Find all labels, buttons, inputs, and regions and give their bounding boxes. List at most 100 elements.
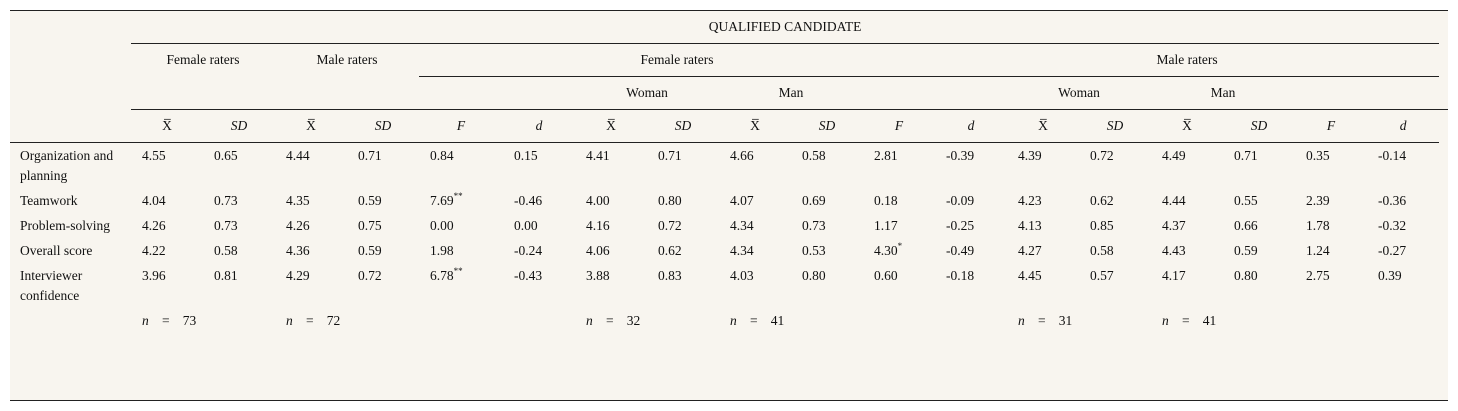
value-cell: 0.84	[430, 148, 454, 163]
value-cell: 0.39	[1378, 268, 1402, 283]
sample-size-male-woman: n = 31	[1018, 313, 1073, 328]
value-cell: 0.80	[802, 268, 826, 283]
value-cell: -0.14	[1378, 148, 1407, 163]
header-woman-male: Woman	[1007, 76, 1151, 110]
value-cell: -0.25	[946, 218, 975, 233]
value-cell: 4.13	[1018, 218, 1042, 233]
value-cell: 0.58	[214, 243, 238, 258]
value-cell: 0.72	[1090, 148, 1114, 163]
row-label: Overall score	[20, 243, 93, 258]
value-cell: 4.27	[1018, 243, 1042, 258]
value-cell: 0.71	[1234, 148, 1258, 163]
value-cell: -0.39	[946, 148, 975, 163]
value-cell: 4.29	[286, 268, 310, 283]
col-mean: X̅	[719, 109, 791, 143]
header-woman-female: Woman	[575, 76, 719, 110]
value-cell: 0.18	[874, 193, 898, 208]
corner-cell	[10, 11, 131, 44]
col-d: d	[935, 109, 1007, 143]
table-row: Overall score 4.22 0.58 4.36 0.59 1.98 -0.24 4.…	[10, 238, 1448, 263]
value-cell: 0.66	[1234, 218, 1258, 233]
value-cell: 0.57	[1090, 268, 1114, 283]
row-label: Teamwork	[20, 193, 78, 208]
results-table: QUALIFIED CANDIDATE Female raters Male r…	[10, 11, 1448, 333]
value-cell: 4.22	[142, 243, 166, 258]
value-cell: 0.80	[1234, 268, 1258, 283]
col-mean: X̅	[1151, 109, 1223, 143]
value-cell: 0.59	[358, 243, 382, 258]
value-cell: 4.36	[286, 243, 310, 258]
value-cell: -0.49	[946, 243, 975, 258]
col-sd: SD	[203, 109, 275, 143]
col-sd: SD	[1079, 109, 1151, 143]
header-male-raters-right: Male raters	[935, 43, 1440, 77]
value-cell: 3.88	[586, 268, 610, 283]
header-male-raters-left: Male raters	[316, 52, 378, 68]
header-female-raters-left: Female raters	[166, 52, 240, 68]
row-label: Interviewer confidence	[20, 268, 83, 303]
value-cell: 4.41	[586, 148, 610, 163]
value-cell: -0.24	[514, 243, 543, 258]
value-cell: 0.72	[658, 218, 682, 233]
qualified-candidate-table-container: QUALIFIED CANDIDATE Female raters Male r…	[10, 10, 1448, 401]
value-cell: 4.39	[1018, 148, 1042, 163]
value-cell: 3.96	[142, 268, 166, 283]
value-cell: 0.71	[358, 148, 382, 163]
significance-marker: **	[453, 191, 463, 201]
table-row: Organization and planning 4.55 0.65 4.44 0.7…	[10, 143, 1448, 189]
value-cell: 0.62	[658, 243, 682, 258]
value-cell: 0.00	[514, 218, 538, 233]
value-cell: 4.26	[286, 218, 310, 233]
value-cell: -0.43	[514, 268, 543, 283]
value-cell: 4.16	[586, 218, 610, 233]
value-cell: 4.66	[730, 148, 754, 163]
value-cell: 0.55	[1234, 193, 1258, 208]
table-body: Organization and planning 4.55 0.65 4.44 0.7…	[10, 143, 1448, 334]
value-cell: -0.32	[1378, 218, 1407, 233]
value-cell: 4.03	[730, 268, 754, 283]
col-sd: SD	[347, 109, 419, 143]
sample-size-female-man: n = 41	[730, 313, 785, 328]
header-man-male: Man	[1151, 76, 1295, 110]
sample-size-female-raters: n = 73	[142, 313, 197, 328]
table-row: Problem-solving 4.26 0.73 4.26 0.75 0.00 0.00 4…	[10, 213, 1448, 238]
col-sd: SD	[647, 109, 719, 143]
col-mean: X̅	[131, 109, 203, 143]
col-f: F	[419, 109, 503, 143]
value-cell: -0.09	[946, 193, 975, 208]
value-cell: 0.58	[802, 148, 826, 163]
value-cell: 4.45	[1018, 268, 1042, 283]
value-cell: 2.75	[1306, 268, 1330, 283]
value-cell: 0.53	[802, 243, 826, 258]
value-cell: 0.80	[658, 193, 682, 208]
value-cell: 6.78**	[430, 266, 463, 284]
header-spacer	[131, 76, 419, 110]
value-cell: 0.35	[1306, 148, 1330, 163]
table-row: Teamwork 4.04 0.73 4.35 0.59 7.69** -0.46 4.00 0…	[10, 188, 1448, 213]
value-cell: 4.43	[1162, 243, 1186, 258]
sample-size-row: n = 73 n = 72 n = 32 n = 41 n = 31 n = 41	[10, 308, 1448, 333]
value-cell: 1.78	[1306, 218, 1330, 233]
col-d: d	[503, 109, 575, 143]
header-female-raters-right: Female raters	[419, 43, 935, 77]
value-cell: 0.60	[874, 268, 898, 283]
value-cell: 4.44	[286, 148, 310, 163]
value-cell: 4.34	[730, 218, 754, 233]
significance-marker: **	[453, 266, 463, 276]
value-cell: 4.49	[1162, 148, 1186, 163]
value-cell: 4.55	[142, 148, 166, 163]
value-cell: 0.71	[658, 148, 682, 163]
value-cell: 1.24	[1306, 243, 1330, 258]
col-sd: SD	[1223, 109, 1295, 143]
value-cell: 4.44	[1162, 193, 1186, 208]
value-cell: -0.27	[1378, 243, 1407, 258]
value-cell: 2.81	[874, 148, 898, 163]
value-cell: 4.37	[1162, 218, 1186, 233]
col-mean: X̅	[1007, 109, 1079, 143]
value-cell: 0.59	[358, 193, 382, 208]
value-cell: 0.69	[802, 193, 826, 208]
value-cell: 0.75	[358, 218, 382, 233]
value-cell: 0.73	[214, 218, 238, 233]
header-man-female: Man	[719, 76, 863, 110]
value-cell: -0.18	[946, 268, 975, 283]
